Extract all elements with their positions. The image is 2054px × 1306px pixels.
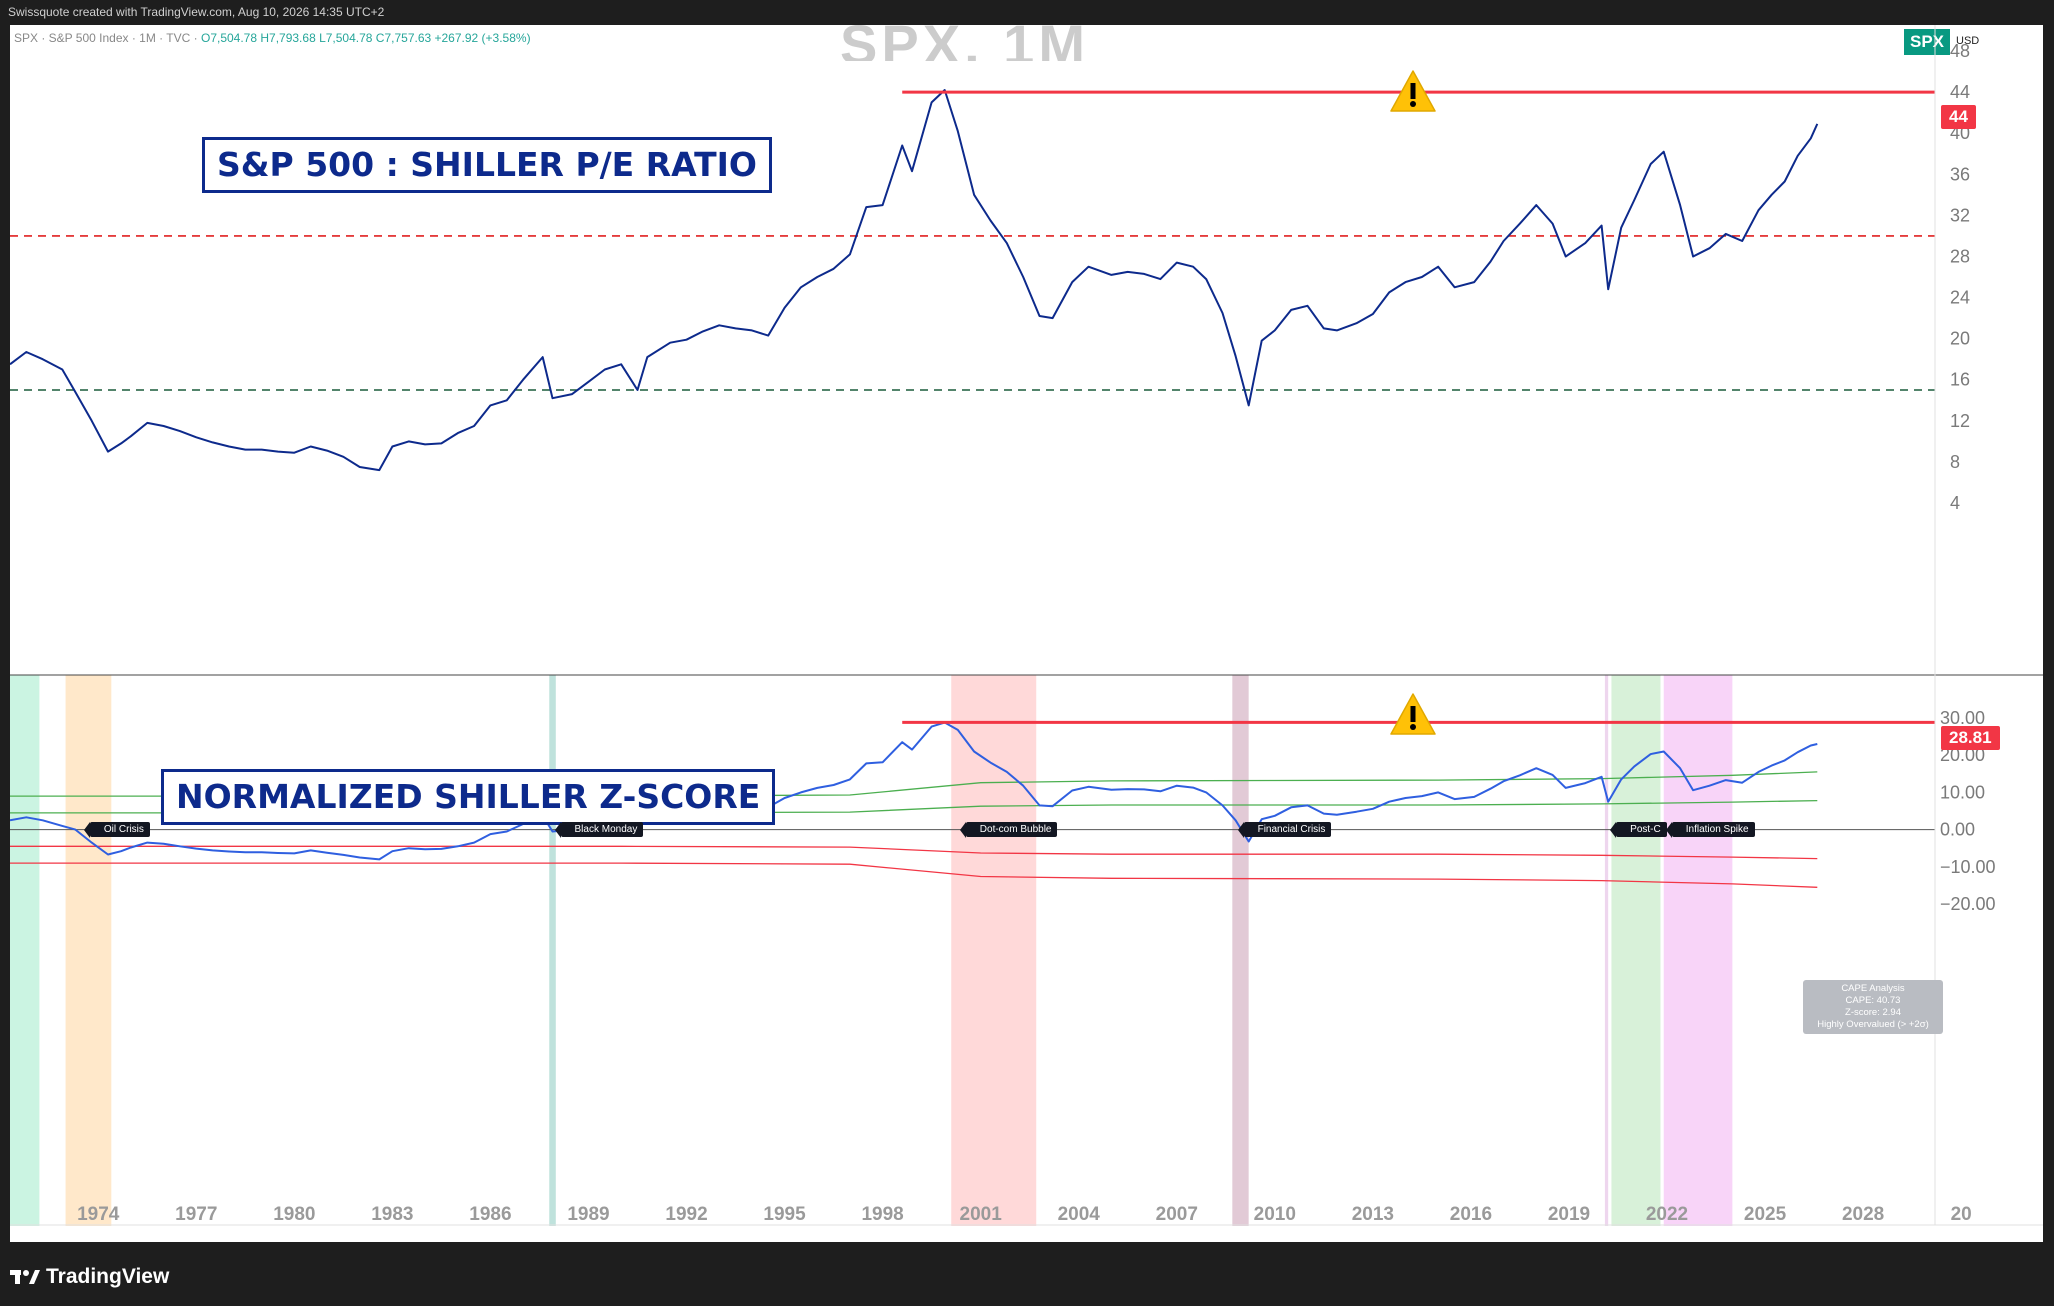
year-tick-4: 1986 <box>469 1204 511 1225</box>
cape-info-box: CAPE Analysis CAPE: 40.73 Z-score: 2.94 … <box>1803 980 1943 1034</box>
brand-footer[interactable]: TradingView <box>10 1262 169 1292</box>
year-tick-0: 1974 <box>77 1204 120 1225</box>
pe-axis-tick-6: 24 <box>1950 288 1970 308</box>
symbol-watermark: SPX, 1M <box>840 25 1089 61</box>
warning-icon <box>1390 70 1436 112</box>
year-tick-18: 2028 <box>1842 1204 1884 1225</box>
shiller-pe-line <box>10 89 1819 472</box>
ohlc-values: O7,504.78 H7,793.68 L7,504.78 C7,757.63 … <box>200 31 531 45</box>
event-tag-5[interactable]: Inflation Spike <box>1665 821 1755 838</box>
pe-axis-tick-0: 48 <box>1950 41 1970 61</box>
event-tag-0[interactable]: Oil Crisis <box>83 821 150 838</box>
info-status: Highly Overvalued (> +2σ) <box>1817 1019 1929 1030</box>
pe-axis-tick-1: 44 <box>1950 82 1970 102</box>
zscore-threshold-tag: 28.81 <box>1941 726 2000 750</box>
year-tick-16: 2022 <box>1646 1204 1688 1225</box>
year-tick-19: 20 <box>1951 1204 1972 1225</box>
year-tick-2: 1980 <box>273 1204 315 1225</box>
zscore-line <box>10 721 1818 861</box>
brand-name: TradingView <box>46 1265 170 1288</box>
year-tick-7: 1995 <box>763 1204 806 1225</box>
year-tick-10: 2004 <box>1058 1204 1101 1225</box>
zscore-axis-tick-3: 0.00 <box>1940 820 1975 840</box>
zscore-axis-tick-4: −10.00 <box>1940 857 1996 877</box>
warning-icon-lower <box>1390 693 1436 735</box>
year-tick-12: 2010 <box>1254 1204 1296 1225</box>
year-tick-14: 2016 <box>1450 1204 1492 1225</box>
pe-axis-tick-5: 28 <box>1950 246 1970 266</box>
event-tag-1[interactable]: Black Monday <box>554 821 644 838</box>
zscore-axis-tick-0: 30.00 <box>1940 708 1985 728</box>
event-shade-6 <box>1611 675 1661 1226</box>
year-tick-5: 1989 <box>567 1204 609 1225</box>
event-tag-3[interactable]: Financial Crisis <box>1237 821 1332 838</box>
event-shade-7 <box>1663 675 1733 1226</box>
symbol-legend: SPX · S&P 500 Index · 1M · TVC · O7,504.… <box>14 31 531 45</box>
event-shade-3 <box>951 675 1037 1226</box>
pe-axis-tick-11: 4 <box>1950 493 1960 513</box>
event-shade-2 <box>549 675 556 1226</box>
pe-axis-tick-10: 8 <box>1950 452 1960 472</box>
pe-axis-tick-3: 36 <box>1950 164 1970 184</box>
zscore-axis-tick-2: 10.00 <box>1940 782 1985 802</box>
year-tick-11: 2007 <box>1156 1204 1198 1225</box>
event-shade-4 <box>1232 675 1249 1226</box>
year-tick-6: 1992 <box>665 1204 707 1225</box>
band-line-2 <box>10 845 1818 860</box>
info-title: CAPE Analysis <box>1841 983 1905 994</box>
info-cape: CAPE: 40.73 <box>1845 995 1901 1006</box>
event-shade-0 <box>10 675 40 1226</box>
event-tag-4[interactable]: Post-C <box>1610 821 1667 838</box>
year-tick-8: 1998 <box>861 1204 903 1225</box>
attribution-bar: Swissquote created with TradingView.com,… <box>0 0 2054 24</box>
zscore-axis-tick-5: −20.00 <box>1940 894 1996 914</box>
year-tick-3: 1983 <box>371 1204 413 1225</box>
lower-panel-title: NORMALIZED SHILLER Z-SCORE <box>161 769 776 825</box>
chart-svg: 484440363228242016128430.0020.0010.000.0… <box>10 25 2043 1226</box>
zscore-axis-tick-1: 20.00 <box>1940 745 1985 765</box>
pe-axis-tick-4: 32 <box>1950 205 1970 225</box>
year-tick-1: 1977 <box>175 1204 217 1225</box>
chart-canvas[interactable]: SPX, 1M SPX · S&P 500 Index · 1M · TVC ·… <box>10 25 2043 1242</box>
event-shade-1 <box>65 675 112 1226</box>
symbol-line: SPX · S&P 500 Index · 1M · TVC · <box>14 31 198 45</box>
pe-axis-tick-7: 20 <box>1950 329 1970 349</box>
currency-label: USD <box>1956 35 1980 47</box>
year-tick-13: 2013 <box>1352 1204 1394 1225</box>
attribution-text: Swissquote created with TradingView.com,… <box>8 5 385 19</box>
year-tick-17: 2025 <box>1744 1204 1787 1225</box>
upper-panel-title: S&P 500 : SHILLER P/E RATIO <box>202 137 772 193</box>
pe-threshold-tag: 44 <box>1941 105 1976 129</box>
pe-axis-tick-9: 12 <box>1950 411 1970 431</box>
event-shade-5 <box>1604 675 1609 1226</box>
pe-axis-tick-8: 16 <box>1950 370 1970 390</box>
event-tag-2[interactable]: Dot-com Bubble <box>959 821 1058 838</box>
info-zscore: Z-score: 2.94 <box>1845 1007 1901 1018</box>
year-tick-15: 2019 <box>1548 1204 1590 1225</box>
year-tick-9: 2001 <box>960 1204 1003 1225</box>
tradingview-logo-icon <box>10 1270 40 1284</box>
symbol-badge[interactable]: SPX <box>1904 29 1951 55</box>
band-line-3 <box>10 862 1818 888</box>
